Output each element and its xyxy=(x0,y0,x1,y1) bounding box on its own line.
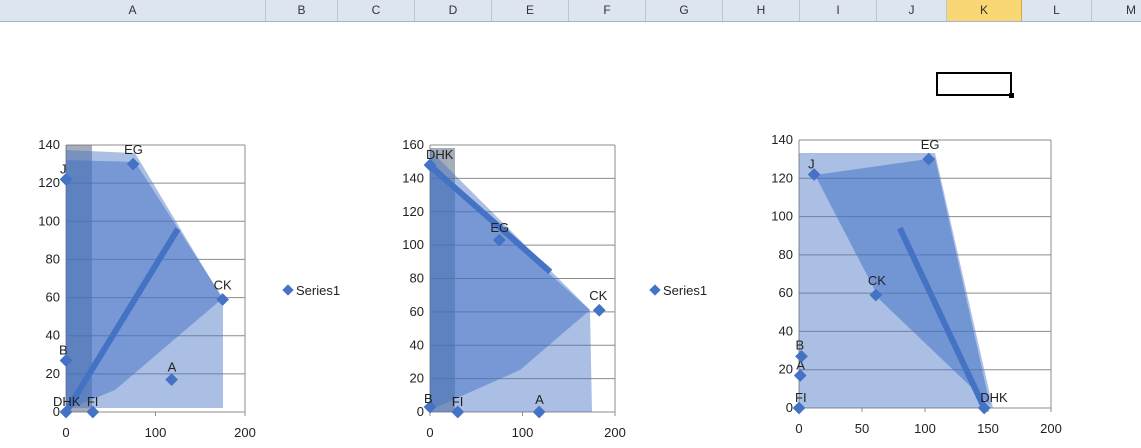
data-label-fi: FI xyxy=(452,394,464,409)
column-header-c[interactable]: C xyxy=(338,0,415,21)
data-label-fi: FI xyxy=(87,394,99,409)
data-label-eg: EG xyxy=(124,142,143,157)
y-tick-label: 0 xyxy=(53,404,60,419)
data-point-b xyxy=(423,400,437,414)
y-tick-label: 60 xyxy=(779,285,793,300)
data-point-j xyxy=(59,172,73,186)
data-label-a: A xyxy=(796,357,805,372)
y-tick-label: 100 xyxy=(771,209,793,224)
active-cell-cursor[interactable] xyxy=(936,72,1014,98)
data-label-dhk: DHK xyxy=(426,147,454,162)
trend-line xyxy=(430,166,553,275)
data-point-dhk xyxy=(423,158,437,172)
chart-3: 0 20 40 60 80 100 120 140 0 50 100 150 200 AB CK DHK EG F… xyxy=(771,132,1062,436)
data-point-eg xyxy=(126,157,140,171)
data-point-b xyxy=(59,354,73,367)
shape-overlay-3 xyxy=(430,160,590,410)
data-point-eg xyxy=(493,233,506,247)
data-point-a xyxy=(165,373,178,386)
data-label-b: B xyxy=(59,343,68,358)
y-tick-label: 40 xyxy=(779,323,793,338)
column-header-e[interactable]: E xyxy=(492,0,569,21)
data-label-j: J xyxy=(60,161,67,176)
data-label-dhk: DHK xyxy=(53,394,81,409)
trend-line xyxy=(897,226,987,410)
column-header-a[interactable]: A xyxy=(0,0,266,21)
legend-marker xyxy=(649,284,661,296)
x-tick-label: 0 xyxy=(62,425,69,440)
data-label-ck: CK xyxy=(214,277,232,292)
column-header-m[interactable]: M xyxy=(1092,0,1141,21)
y-tick-label: 140 xyxy=(38,137,60,152)
y-tick-label: 20 xyxy=(46,366,60,381)
trend-line xyxy=(63,227,181,414)
x-tick-label: 100 xyxy=(512,425,534,440)
y-tick-label: 120 xyxy=(771,170,793,185)
legend-marker xyxy=(282,284,294,296)
data-label-dhk: DHK xyxy=(980,390,1008,405)
y-tick-label: 120 xyxy=(402,204,424,219)
x-tick-label: 150 xyxy=(977,421,999,436)
y-tick-label: 140 xyxy=(771,132,793,147)
chart-2: 0 20 40 60 80 100 120 140 160 0 100 200 A B CK DHK EG FI S… xyxy=(402,137,707,440)
data-point-ck xyxy=(592,303,606,317)
y-tick-label: 80 xyxy=(779,247,793,262)
data-point-ck xyxy=(216,293,229,306)
column-header-i[interactable]: I xyxy=(800,0,877,21)
y-tick-label: 40 xyxy=(46,328,60,343)
data-label-b: B xyxy=(424,391,433,406)
y-tick-label: 60 xyxy=(46,290,60,305)
data-point-fi xyxy=(451,405,465,419)
x-tick-label: 200 xyxy=(604,425,626,440)
y-tick-label: 0 xyxy=(417,404,424,419)
data-label-j: J xyxy=(808,156,815,171)
column-header-d[interactable]: D xyxy=(415,0,492,21)
data-label-a: A xyxy=(535,392,544,407)
data-point-fi xyxy=(86,405,100,419)
y-tick-label: 100 xyxy=(402,237,424,252)
y-tick-label: 60 xyxy=(410,304,424,319)
data-label-eg: EG xyxy=(490,220,509,235)
y-tick-label: 80 xyxy=(410,271,424,286)
data-label-b: B xyxy=(796,337,805,352)
y-tick-label: 160 xyxy=(402,137,424,152)
column-header-l[interactable]: L xyxy=(1022,0,1092,21)
data-label-eg: EG xyxy=(921,137,940,152)
y-tick-label: 40 xyxy=(410,337,424,352)
y-tick-label: 0 xyxy=(786,400,793,415)
data-label-ck: CK xyxy=(868,273,886,288)
y-tick-label: 120 xyxy=(38,175,60,190)
y-tick-label: 20 xyxy=(410,371,424,386)
fill-handle[interactable] xyxy=(1009,93,1014,98)
legend-label: Series1 xyxy=(663,283,707,298)
x-tick-label: 200 xyxy=(1040,421,1062,436)
data-label-ck: CK xyxy=(589,288,607,303)
column-header-h[interactable]: H xyxy=(723,0,800,21)
x-tick-label: 100 xyxy=(914,421,936,436)
data-point-dhk xyxy=(59,405,73,419)
column-header-j[interactable]: J xyxy=(877,0,947,21)
y-tick-label: 140 xyxy=(402,170,424,185)
y-tick-label: 100 xyxy=(38,213,60,228)
column-header-f[interactable]: F xyxy=(569,0,646,21)
legend-label: Series1 xyxy=(296,283,340,298)
column-header-k[interactable]: K xyxy=(947,0,1022,21)
column-header-b[interactable]: B xyxy=(266,0,338,21)
x-tick-label: 100 xyxy=(145,425,167,440)
x-tick-label: 0 xyxy=(426,425,433,440)
column-header-g[interactable]: G xyxy=(646,0,723,21)
data-label-fi: FI xyxy=(795,390,807,405)
data-label-a: A xyxy=(168,360,177,375)
shape-overlay-2 xyxy=(815,158,990,405)
x-tick-label: 50 xyxy=(855,421,869,436)
y-tick-label: 80 xyxy=(46,251,60,266)
x-tick-label: 200 xyxy=(234,425,256,440)
y-tick-label: 20 xyxy=(779,362,793,377)
chart-1: 0 20 40 60 80 100 120 140 0 100 200 A B CK DHK EG FI J Ser… xyxy=(38,137,340,440)
x-tick-label: 0 xyxy=(795,421,802,436)
